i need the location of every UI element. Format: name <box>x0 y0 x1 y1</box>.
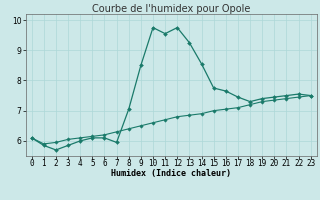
X-axis label: Humidex (Indice chaleur): Humidex (Indice chaleur) <box>111 169 231 178</box>
Title: Courbe de l'humidex pour Opole: Courbe de l'humidex pour Opole <box>92 4 250 14</box>
